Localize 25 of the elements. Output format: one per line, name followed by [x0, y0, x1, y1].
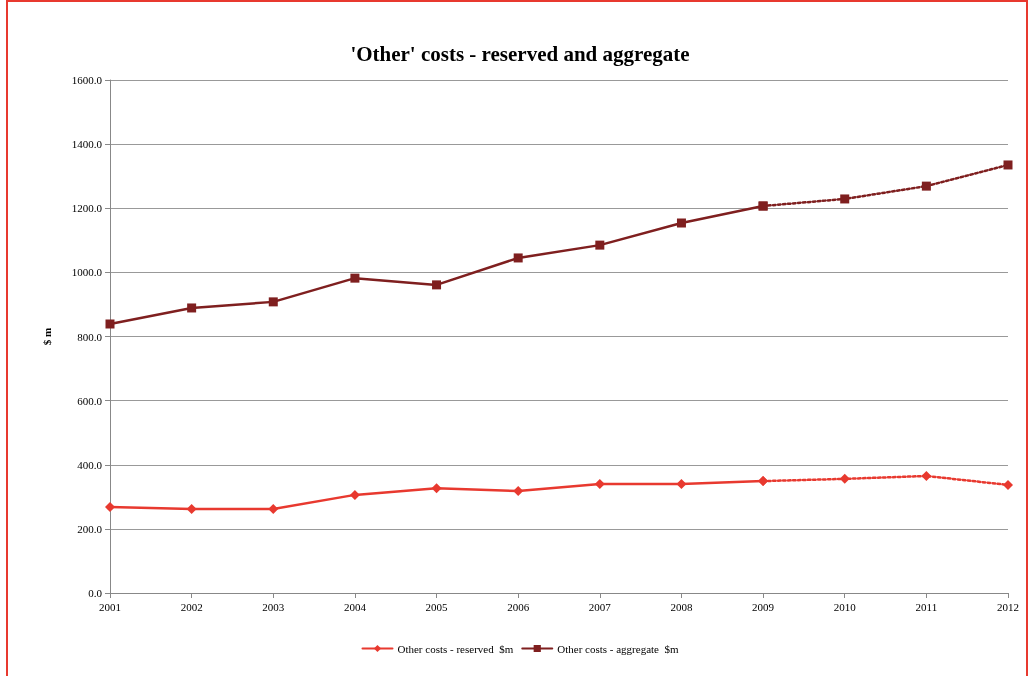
- x-tick-label: 2007: [588, 600, 612, 613]
- x-tick-label: 2011: [915, 600, 938, 613]
- y-tick-label: 1400.0: [71, 138, 103, 151]
- y-tick-label: 200.0: [77, 522, 103, 535]
- x-tick-label: 2008: [670, 600, 693, 613]
- y-tick-label: 1000.0: [71, 266, 103, 279]
- y-tick-label: 0.0: [88, 587, 103, 599]
- x-tick-label: 2001: [99, 600, 121, 613]
- y-tick-label: 800.0: [77, 330, 103, 343]
- x-tick-label: 2005: [425, 600, 449, 613]
- x-tick-label: 2003: [262, 600, 285, 613]
- y-axis-title: $ m: [40, 327, 53, 346]
- x-tick-label: 2006: [507, 600, 530, 613]
- legend-label: Other costs - reserved $m: [397, 642, 514, 655]
- y-tick-label: 400.0: [77, 458, 103, 471]
- x-tick-label: 2009: [752, 600, 775, 613]
- x-tick-label: 2010: [833, 600, 857, 613]
- y-tick-label: 1600.0: [71, 74, 103, 86]
- chart-title: 'Other' costs - reserved and aggregate: [350, 41, 690, 66]
- x-tick-label: 2004: [343, 600, 367, 613]
- x-tick-label: 2012: [997, 600, 1019, 613]
- y-tick-label: 1200.0: [71, 202, 103, 215]
- legend-label: Other costs - aggregate $m: [557, 642, 679, 655]
- y-tick-label: 600.0: [77, 394, 103, 407]
- x-tick-label: 2002: [180, 600, 203, 613]
